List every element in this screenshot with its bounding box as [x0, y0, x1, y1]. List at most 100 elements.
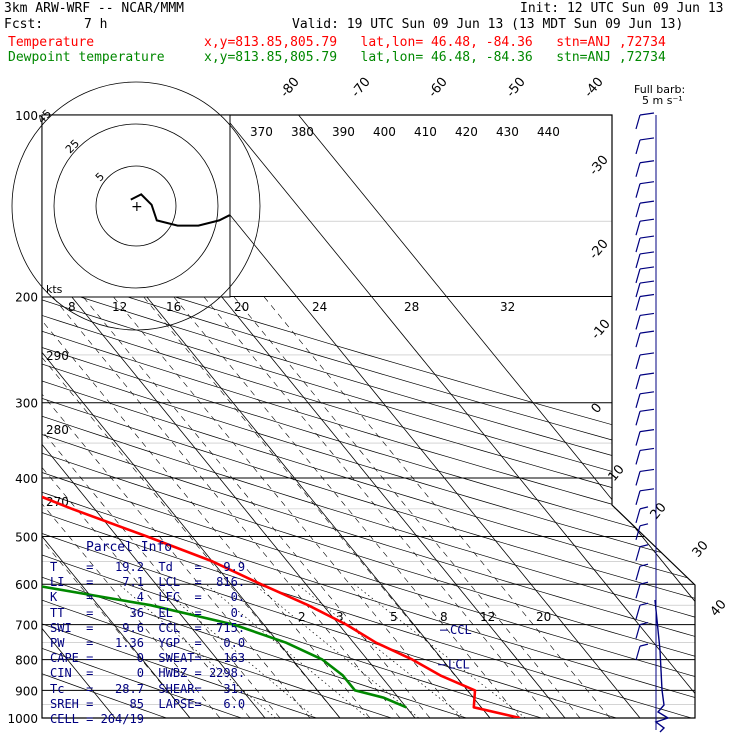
- dry-adiabat-line: [42, 115, 242, 718]
- mixing-ratio-tick-label: 20: [234, 300, 249, 314]
- theta-tick-label: 400: [373, 125, 396, 139]
- hodograph-center-mark: +: [131, 199, 143, 215]
- wind-barb-flag: [639, 563, 649, 567]
- wind-barb-staff: [635, 605, 641, 620]
- moist-adiabat-line: [42, 296, 311, 718]
- temperature-tick-label: -60: [426, 75, 451, 101]
- temperature-tick-label: 40: [708, 597, 730, 619]
- wind-barb-staff: [635, 374, 641, 390]
- mixing-ratio-line: [156, 583, 316, 718]
- wind-barb-flag: [639, 280, 655, 284]
- parcel-info-row: PW = 1.36 YGP = 0.0: [50, 636, 246, 650]
- pressure-tick-label: 1000: [7, 712, 38, 726]
- temperature-tick-label: -70: [349, 75, 374, 101]
- dewpoint-trace: [42, 115, 407, 709]
- wind-barb-flag: [639, 218, 655, 222]
- dewpoint-legend-info: x,y=813.85,805.79 lat,lon= 46.48, -84.36…: [204, 50, 666, 65]
- wind-barb-staff: [635, 296, 641, 311]
- wind-barb-flag: [639, 506, 649, 510]
- wind-barb-staff: [635, 237, 641, 253]
- wind-barb-staff: [635, 450, 641, 465]
- dry-adiabat-line: [42, 115, 695, 718]
- wind-barb-flag: [639, 312, 655, 317]
- parcel-info-row: CIN = 0 HWBZ = 2298.: [50, 666, 246, 681]
- theta-tick-label: 420: [455, 125, 478, 139]
- wind-barb-flag: [639, 523, 649, 527]
- moist-adiabat-line: [263, 296, 611, 718]
- temperature-tick-label: 20: [648, 500, 670, 522]
- wind-barb-staff: [635, 393, 641, 408]
- wind-barb-flag: [639, 372, 655, 376]
- wind-barb-flag: [639, 352, 655, 356]
- forecast-hours: 7 h: [84, 17, 108, 32]
- hodograph-frame: [41, 114, 231, 298]
- dry-adiabat-line: [42, 115, 542, 718]
- hodograph-ring: [95, 165, 177, 247]
- wind-barb-staff: [635, 221, 641, 236]
- wind-barb-staff: [635, 508, 641, 524]
- theta-tick-label: 380: [291, 125, 314, 139]
- wind-barb-staff: [635, 183, 641, 198]
- mixing-ratio-line: [118, 583, 276, 718]
- moist-adiabat-line: [42, 296, 191, 718]
- moist-adiabat-line: [173, 296, 521, 718]
- dry-adiabat-line: [42, 115, 695, 718]
- temperature-trace: [42, 115, 521, 718]
- wind-barb-staff: [635, 624, 641, 639]
- wind-barb-staff: [635, 645, 641, 661]
- wind-barb-staff: [635, 114, 641, 130]
- mixing-ratio-tick-label: 28: [404, 300, 419, 314]
- dry-adiabat-line: [42, 115, 617, 718]
- wind-barb-flag: [639, 181, 655, 185]
- temperature-tick-label: 30: [690, 538, 712, 560]
- wind-barb-flag: [639, 266, 655, 270]
- pressure-tick-label: 600: [15, 578, 38, 592]
- theta-tick-label: 370: [250, 125, 273, 139]
- wind-barb-flag: [639, 251, 655, 255]
- wind-barb-flag: [639, 408, 655, 412]
- diagram-outline: [41, 114, 696, 719]
- parcel-info-row: CAPE = 0 SWEAT= 163: [50, 651, 246, 666]
- wind-barb-flag: [639, 112, 655, 116]
- wind-barb-staff: [635, 490, 641, 505]
- barb-note-line2: 5 m s⁻¹: [642, 94, 683, 107]
- wind-barb-staff: [635, 525, 641, 540]
- moist-adiabat-line: [42, 296, 281, 718]
- parcel-info-row: LI = 7.1 LCL = 816.: [50, 575, 246, 590]
- theta-e-tick-label: 280: [46, 423, 69, 437]
- theta-tick-label: 390: [332, 125, 355, 139]
- wind-barb-flag: [639, 391, 655, 395]
- wind-barb-staff: [635, 282, 641, 298]
- moist-adiabat-line: [42, 296, 341, 718]
- moist-adiabat-line: [203, 296, 551, 718]
- dry-adiabat-line: [42, 115, 467, 718]
- dry-adiabat-line: [42, 115, 695, 718]
- pressure-tick-label: 800: [15, 654, 38, 668]
- dry-adiabat-line: [42, 115, 695, 718]
- pressure-tick-label: 100: [15, 109, 38, 123]
- wind-barb-staff: [635, 253, 641, 269]
- mixing-ratio-tick-label: 16: [166, 300, 181, 314]
- wind-barb-staff: [635, 315, 641, 330]
- wind-barb-staff: [635, 268, 641, 284]
- pressure-tick-label: 900: [15, 684, 38, 698]
- moist-adiabat-line: [112, 296, 461, 718]
- isotherm-line: [42, 115, 266, 718]
- parcel-info-row: SREH = 85 LAPSE= 6.0: [50, 696, 246, 711]
- wind-barb-staff: [635, 202, 641, 218]
- pressure-tick-label: 400: [15, 472, 38, 486]
- wind-barb-flag: [639, 447, 655, 452]
- wind-barb-flag: [639, 160, 655, 164]
- temperature-tick-label: -40: [582, 75, 607, 101]
- wind-barb-staff: [635, 565, 641, 581]
- parcel-info-row: Tc = 28.7 SHEAR= 31.: [50, 681, 246, 696]
- pressure-tick-label: 300: [15, 397, 38, 411]
- wind-barb-staff: [635, 139, 641, 155]
- level-marker-label: CCL: [450, 623, 472, 637]
- wind-barb-flag: [639, 544, 649, 548]
- wind-barb-staff: [635, 411, 641, 426]
- mixing-ratio-low-tick-label: 2: [298, 610, 306, 624]
- wind-barb-staff: [635, 354, 641, 370]
